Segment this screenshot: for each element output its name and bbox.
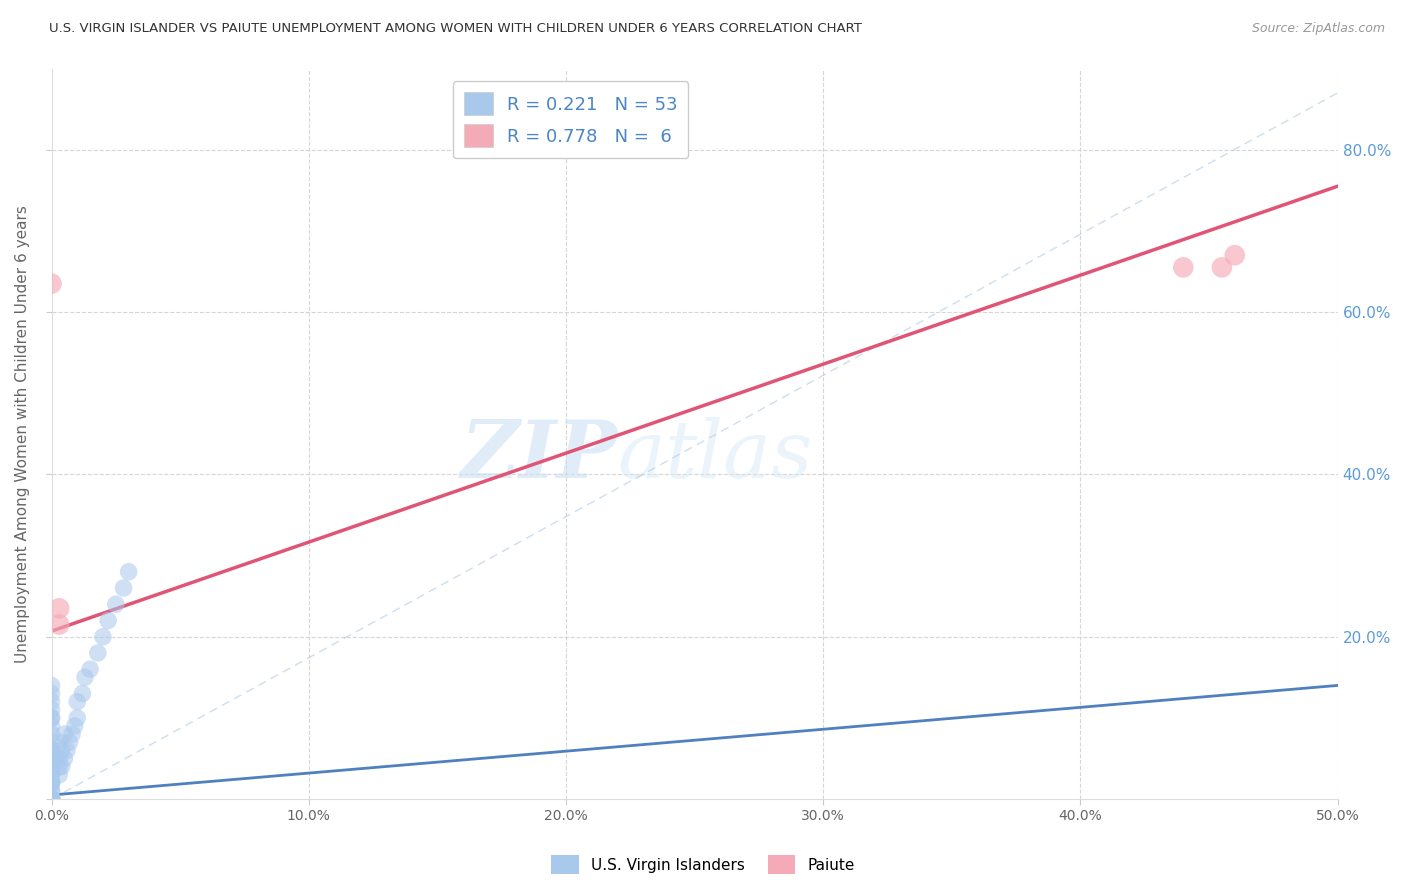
Text: U.S. VIRGIN ISLANDER VS PAIUTE UNEMPLOYMENT AMONG WOMEN WITH CHILDREN UNDER 6 YE: U.S. VIRGIN ISLANDER VS PAIUTE UNEMPLOYM… bbox=[49, 22, 862, 36]
Point bbox=[73, 670, 96, 684]
Point bbox=[41, 784, 63, 798]
Point bbox=[66, 711, 89, 725]
Point bbox=[41, 727, 63, 741]
Point bbox=[41, 792, 63, 806]
Point bbox=[48, 617, 70, 632]
Point bbox=[56, 743, 79, 757]
Point bbox=[41, 678, 63, 692]
Point bbox=[48, 768, 70, 782]
Point bbox=[41, 768, 63, 782]
Point bbox=[41, 695, 63, 709]
Point bbox=[41, 776, 63, 790]
Point bbox=[41, 687, 63, 701]
Point bbox=[41, 743, 63, 757]
Point bbox=[79, 662, 101, 676]
Point bbox=[51, 743, 73, 757]
Point bbox=[41, 751, 63, 765]
Point bbox=[48, 759, 70, 773]
Point bbox=[41, 711, 63, 725]
Point bbox=[66, 695, 89, 709]
Point bbox=[63, 719, 86, 733]
Point bbox=[41, 776, 63, 790]
Point bbox=[41, 711, 63, 725]
Point bbox=[41, 751, 63, 765]
Legend: U.S. Virgin Islanders, Paiute: U.S. Virgin Islanders, Paiute bbox=[546, 849, 860, 880]
Legend: R = 0.221   N = 53, R = 0.778   N =  6: R = 0.221 N = 53, R = 0.778 N = 6 bbox=[453, 81, 689, 158]
Point bbox=[104, 597, 127, 611]
Point bbox=[41, 735, 63, 749]
Point bbox=[41, 719, 63, 733]
Point bbox=[41, 784, 63, 798]
Point bbox=[41, 792, 63, 806]
Point bbox=[48, 735, 70, 749]
Point bbox=[97, 614, 120, 628]
Point bbox=[41, 768, 63, 782]
Text: Source: ZipAtlas.com: Source: ZipAtlas.com bbox=[1251, 22, 1385, 36]
Point bbox=[48, 751, 70, 765]
Point bbox=[60, 727, 83, 741]
Point bbox=[41, 703, 63, 717]
Point bbox=[58, 735, 80, 749]
Point bbox=[1211, 260, 1233, 275]
Point bbox=[41, 792, 63, 806]
Point bbox=[72, 687, 94, 701]
Point bbox=[53, 727, 76, 741]
Point bbox=[41, 792, 63, 806]
Point bbox=[41, 759, 63, 773]
Point bbox=[48, 601, 70, 615]
Text: atlas: atlas bbox=[617, 417, 813, 494]
Text: ZIP: ZIP bbox=[461, 417, 617, 494]
Point bbox=[112, 581, 135, 595]
Point bbox=[41, 792, 63, 806]
Point bbox=[1223, 248, 1246, 262]
Point bbox=[41, 792, 63, 806]
Point bbox=[53, 751, 76, 765]
Point bbox=[41, 792, 63, 806]
Point bbox=[41, 776, 63, 790]
Point bbox=[51, 759, 73, 773]
Point bbox=[41, 277, 63, 291]
Y-axis label: Unemployment Among Women with Children Under 6 years: Unemployment Among Women with Children U… bbox=[15, 205, 30, 663]
Point bbox=[41, 759, 63, 773]
Point bbox=[1173, 260, 1195, 275]
Point bbox=[118, 565, 141, 579]
Point bbox=[41, 743, 63, 757]
Point bbox=[91, 630, 114, 644]
Point bbox=[41, 792, 63, 806]
Point bbox=[87, 646, 110, 660]
